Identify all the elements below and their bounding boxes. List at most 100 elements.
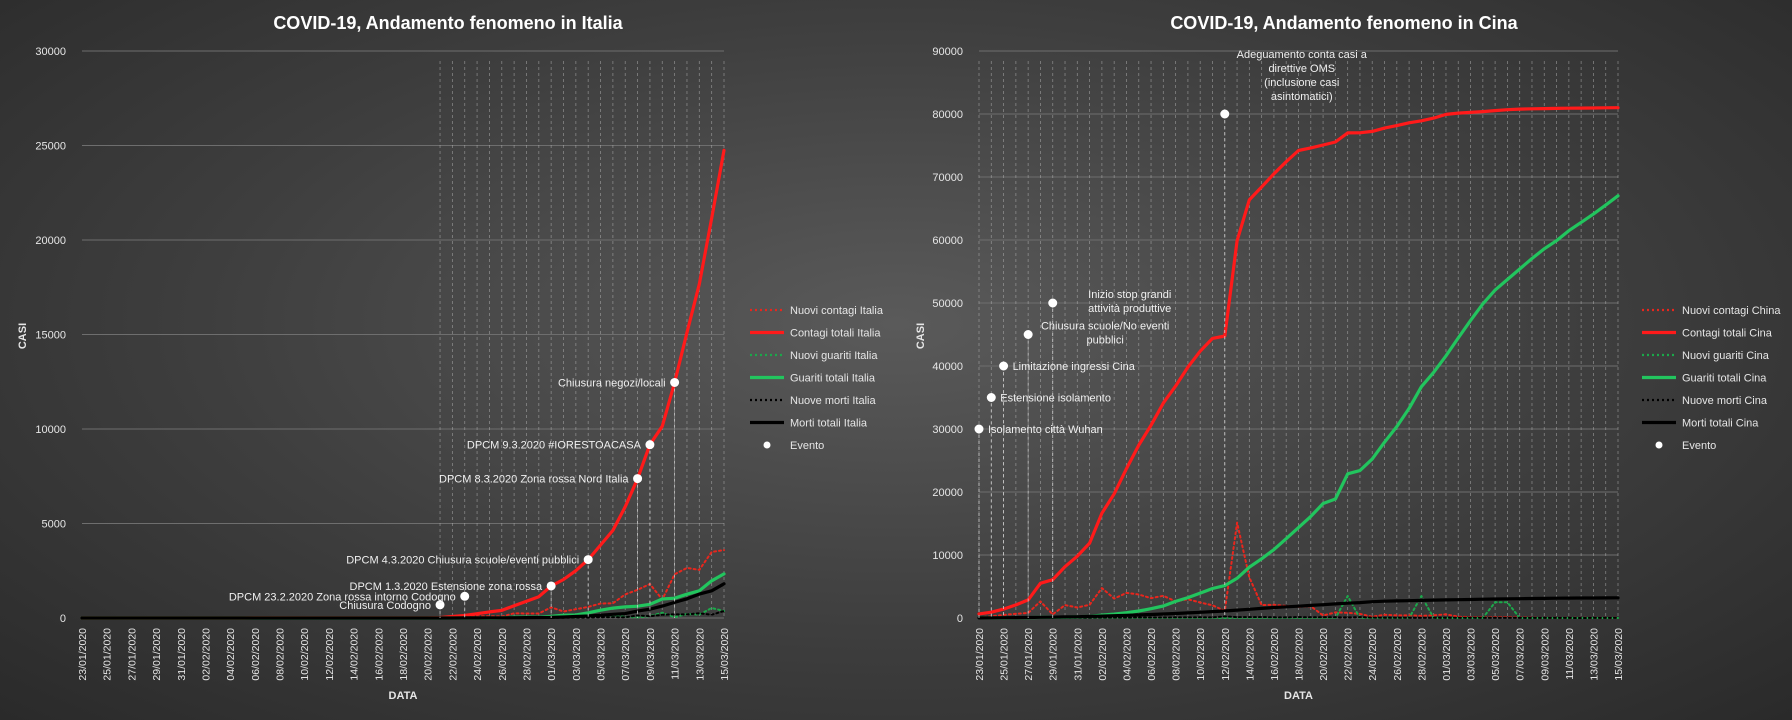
event-marker	[1023, 330, 1033, 339]
event-marker	[974, 424, 984, 434]
event-label: DPCM 9.3.2020 #IORESTOACASA	[467, 440, 642, 452]
event-label: DPCM 4.3.2020 Chiusura scuole/eventi pub…	[346, 555, 579, 567]
x-tick-label: 07/03/2020	[620, 628, 632, 681]
x-tick-label: 29/01/2020	[151, 628, 163, 681]
legend-label: Nuove morti Cina	[1682, 395, 1768, 407]
event-marker	[999, 361, 1009, 371]
y-tick-label: 20000	[35, 235, 66, 247]
x-tick-label: 16/02/2020	[1269, 628, 1281, 681]
x-tick-label: 05/03/2020	[1490, 628, 1502, 681]
event-label: Isolamento città Wuhan	[988, 424, 1103, 436]
x-tick-label: 07/03/2020	[1515, 628, 1527, 681]
y-tick-label: 10000	[932, 550, 963, 562]
x-tick-label: 13/03/2020	[694, 628, 706, 681]
legend-label: Nuove morti Italia	[790, 395, 876, 407]
legend-label: Nuovi contagi Italia	[790, 305, 884, 317]
event-marker	[670, 377, 680, 387]
series-morti-totali-italia	[80, 582, 726, 620]
y-tick-label: 15000	[35, 330, 66, 342]
event-marker	[460, 591, 470, 601]
x-tick-label: 31/01/2020	[176, 628, 188, 681]
x-tick-label: 15/03/2020	[719, 628, 731, 681]
legend-label: Nuovi contagi China	[1682, 305, 1781, 317]
x-axis-title: DATA	[389, 690, 418, 702]
x-tick-label: 04/02/2020	[225, 628, 237, 681]
x-tick-label: 03/03/2020	[1466, 628, 1478, 681]
y-tick-label: 5000	[42, 519, 66, 531]
x-tick-label: 20/02/2020	[1318, 628, 1330, 681]
x-tick-label: 26/02/2020	[497, 628, 509, 681]
y-tick-label: 0	[957, 613, 963, 625]
event-label: DPCM 23.2.2020 Zona rossa intorno Codogn…	[229, 591, 456, 603]
event-label: Chiusura scuole/No eventi pubblici	[1041, 321, 1169, 347]
x-tick-label: 18/02/2020	[1294, 628, 1306, 681]
chart-title: COVID-19, Andamento fenomeno in Cina	[1170, 13, 1518, 33]
x-tick-label: 25/01/2020	[999, 628, 1011, 681]
legend-label: Guariti totali Italia	[790, 373, 876, 385]
event-marker	[1048, 298, 1058, 308]
y-axis-title: CASI	[915, 323, 927, 349]
y-tick-label: 0	[60, 613, 66, 625]
x-tick-label: 01/03/2020	[546, 628, 558, 681]
x-tick-label: 18/02/2020	[398, 628, 410, 681]
legend-swatch	[1655, 441, 1663, 449]
x-tick-label: 08/02/2020	[275, 628, 287, 681]
x-tick-label: 16/02/2020	[373, 628, 385, 681]
y-tick-label: 50000	[932, 298, 963, 310]
legend-swatch	[763, 441, 771, 449]
x-axis-title: DATA	[1284, 690, 1313, 702]
y-tick-label: 60000	[932, 235, 963, 247]
legend-label: Guariti totali Cina	[1682, 373, 1767, 385]
event-marker	[546, 581, 556, 591]
china-chart: COVID-19, Andamento fenomeno in Cina 0 100…	[915, 13, 1781, 702]
x-tick-label: 11/03/2020	[670, 628, 682, 680]
series-contagi-totali-cina	[977, 106, 1620, 616]
x-tick-label: 26/02/2020	[1392, 628, 1404, 681]
x-tick-label: 02/02/2020	[1097, 628, 1109, 681]
x-tick-label: 14/02/2020	[349, 628, 361, 681]
y-tick-label: 30000	[35, 46, 66, 58]
y-tick-label: 90000	[932, 46, 963, 58]
x-tick-label: 09/03/2020	[645, 628, 657, 681]
x-tick-label: 10/02/2020	[1195, 628, 1207, 681]
legend-label: Morti totali Cina	[1682, 418, 1759, 430]
event-label: Limitazione ingressi Cina	[1013, 361, 1136, 373]
legend-label: Evento	[790, 440, 824, 452]
event-label: Estensione isolamento	[1000, 393, 1111, 405]
event-label: Adeguamento conta casi a direttive OMS (in…	[1237, 49, 1368, 103]
event-marker	[583, 555, 593, 565]
x-tick-label: 14/02/2020	[1244, 628, 1256, 681]
event-label: Chiusura negozi/locali	[558, 377, 666, 389]
y-tick-label: 25000	[35, 141, 66, 153]
x-tick-label: 15/03/2020	[1613, 628, 1625, 681]
x-tick-label: 12/02/2020	[1220, 628, 1232, 681]
event-label: Chiusura Codogno	[339, 600, 431, 612]
x-tick-label: 29/01/2020	[1048, 628, 1060, 681]
x-tick-label: 28/02/2020	[521, 628, 533, 681]
x-tick-label: 02/02/2020	[200, 628, 212, 681]
legend-label: Evento	[1682, 440, 1716, 452]
x-tick-label: 27/01/2020	[126, 628, 138, 681]
x-tick-label: 04/02/2020	[1121, 628, 1133, 681]
y-axis-title: CASI	[17, 323, 29, 349]
y-tick-label: 20000	[932, 487, 963, 499]
x-tick-label: 20/02/2020	[423, 628, 435, 681]
legend-label: Contagi totali Cina	[1682, 328, 1773, 340]
y-tick-label: 70000	[932, 172, 963, 184]
x-tick-label: 11/03/2020	[1564, 628, 1576, 680]
x-tick-label: 23/01/2020	[974, 628, 986, 681]
event-label: Inizio stop grandi attività produttive	[1088, 289, 1171, 315]
x-tick-label: 03/03/2020	[571, 628, 583, 681]
event-marker	[645, 440, 655, 450]
x-tick-label: 22/02/2020	[447, 628, 459, 681]
x-tick-label: 28/02/2020	[1416, 628, 1428, 681]
x-tick-label: 01/03/2020	[1441, 628, 1453, 681]
x-tick-label: 24/02/2020	[1367, 628, 1379, 681]
x-tick-label: 31/01/2020	[1072, 628, 1084, 681]
legend-label: Nuovi guariti Italia	[790, 350, 878, 362]
x-tick-label: 09/03/2020	[1539, 628, 1551, 681]
y-tick-label: 80000	[932, 109, 963, 121]
x-tick-label: 23/01/2020	[77, 628, 89, 681]
event-marker	[435, 600, 445, 610]
x-tick-label: 24/02/2020	[472, 628, 484, 681]
